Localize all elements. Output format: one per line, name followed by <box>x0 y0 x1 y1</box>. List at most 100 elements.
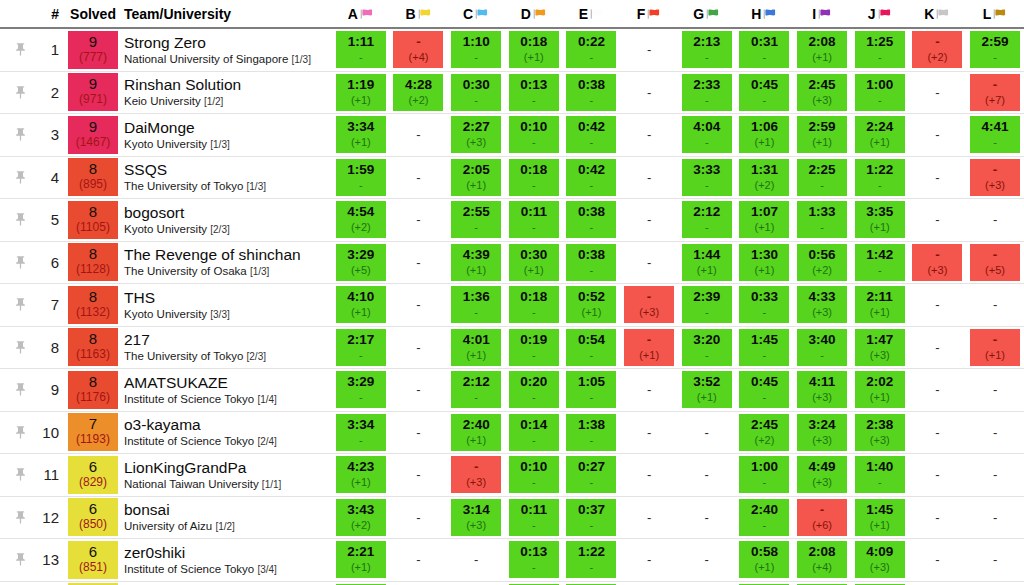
solved-badge: 9(1467) <box>64 116 122 154</box>
result-cell-C: - <box>447 552 505 567</box>
result-cell-I: 4:33(+3) <box>793 286 851 323</box>
team-university: The University of Tokyo [2/3] <box>124 349 332 364</box>
team-row: 88(1163)217The University of Tokyo [2/3]… <box>0 327 1024 370</box>
no-attempt-dash: - <box>993 425 997 440</box>
pin-icon[interactable] <box>13 85 28 100</box>
pin-button[interactable] <box>0 382 40 397</box>
result-cell-J: 1:00- <box>851 74 909 111</box>
pin-button[interactable] <box>0 127 40 142</box>
flag-icon <box>532 7 547 21</box>
solve-time: - <box>624 288 674 306</box>
no-attempt-dash: - <box>705 467 709 482</box>
result-cell-E: 0:52(+1) <box>563 286 621 323</box>
result-cell-I: -(+6) <box>793 499 851 536</box>
attempt-count: (+1) <box>970 349 1020 362</box>
result-cell-K: - <box>909 382 967 397</box>
penalty-value: (1163) <box>68 347 118 362</box>
solve-time: 2:38 <box>855 416 905 434</box>
result-cell-H: 2:45(+2) <box>736 414 794 451</box>
solve-time: 1:22 <box>566 543 616 561</box>
no-attempt-dash: - <box>935 552 939 567</box>
pin-icon[interactable] <box>13 170 28 185</box>
pin-icon[interactable] <box>13 255 28 270</box>
solved-count: 6 <box>68 458 118 475</box>
pin-button[interactable] <box>0 255 40 270</box>
pin-button[interactable] <box>0 42 40 57</box>
team-row: 19(777)Strong ZeroNational University of… <box>0 29 1024 72</box>
result-cell-H: 1:06(+1) <box>736 116 794 153</box>
solved-badge: 8(1128) <box>64 243 122 281</box>
result-cell-I: 3:40- <box>793 329 851 366</box>
result-cell-B: - <box>390 255 448 270</box>
problem-letter: G <box>693 6 704 22</box>
pin-button[interactable] <box>0 510 40 525</box>
team-name: DaiMonge <box>124 118 332 137</box>
pin-button[interactable] <box>0 425 40 440</box>
no-attempt-dash: - <box>935 510 939 525</box>
pin-icon[interactable] <box>13 552 28 567</box>
pin-icon[interactable] <box>13 297 28 312</box>
pin-button[interactable] <box>0 552 40 567</box>
pin-button[interactable] <box>0 297 40 312</box>
solve-time: 2:08 <box>797 33 847 51</box>
result-cell-A: 3:34(+1) <box>332 116 390 153</box>
attempt-count: - <box>509 391 559 404</box>
attempt-count: - <box>739 306 789 319</box>
pin-icon[interactable] <box>13 382 28 397</box>
result-cell-G: - <box>678 467 736 482</box>
pin-button[interactable] <box>0 212 40 227</box>
no-attempt-dash: - <box>705 425 709 440</box>
attempt-count: - <box>566 519 616 532</box>
pin-icon[interactable] <box>13 42 28 57</box>
attempt-count: - <box>509 136 559 149</box>
result-cell-B: - <box>390 340 448 355</box>
result-cell-F: - <box>620 552 678 567</box>
result-cell-B: - <box>390 382 448 397</box>
team-row: 39(1467)DaiMongeKyoto University [1/3]3:… <box>0 114 1024 157</box>
solve-time: 0:11 <box>509 203 559 221</box>
result-cell-A: 3:29(+5) <box>332 244 390 281</box>
flag-icon <box>877 7 892 21</box>
solve-time: 1:45 <box>739 331 789 349</box>
attempt-count: (+6) <box>797 519 847 532</box>
pin-icon[interactable] <box>13 467 28 482</box>
team-university: Institute of Science Tokyo [1/4] <box>124 392 332 407</box>
attempt-count: - <box>682 136 732 149</box>
result-cell-J: 3:35(+1) <box>851 201 909 238</box>
result-cell-F: - <box>620 382 678 397</box>
attempt-count: (+2) <box>336 221 386 234</box>
pin-button[interactable] <box>0 85 40 100</box>
solve-time: 2:21 <box>336 543 386 561</box>
solve-time: 2:12 <box>451 373 501 391</box>
solved-count: 8 <box>68 245 118 262</box>
pin-icon[interactable] <box>13 212 28 227</box>
result-cell-A: 4:54(+2) <box>332 201 390 238</box>
team-tag: [2/3] <box>247 351 266 362</box>
pin-icon[interactable] <box>13 510 28 525</box>
solved-count: 8 <box>68 288 118 305</box>
solve-time: 0:13 <box>509 543 559 561</box>
no-attempt-dash: - <box>993 382 997 397</box>
attempt-count: - <box>566 51 616 64</box>
result-cell-E: 0:38- <box>563 244 621 281</box>
result-cell-F: - <box>620 510 678 525</box>
pin-icon[interactable] <box>13 340 28 355</box>
solve-time: 4:49 <box>797 458 847 476</box>
attempt-count: (+1) <box>509 51 559 64</box>
result-cell-G: 2:12- <box>678 201 736 238</box>
attempt-count: (+3) <box>451 519 501 532</box>
pin-button[interactable] <box>0 467 40 482</box>
result-cell-F: -(+3) <box>620 286 678 323</box>
solve-time: 2:08 <box>797 543 847 561</box>
result-cell-F: - <box>620 467 678 482</box>
solve-time: 0:38 <box>566 203 616 221</box>
rank-number: 9 <box>40 381 64 398</box>
pin-icon[interactable] <box>13 127 28 142</box>
result-cell-L: - <box>966 297 1024 312</box>
solve-time: 1:06 <box>739 118 789 136</box>
pin-icon[interactable] <box>13 425 28 440</box>
pin-button[interactable] <box>0 170 40 185</box>
solve-time: 4:39 <box>451 246 501 264</box>
solve-time: 2:24 <box>855 118 905 136</box>
pin-button[interactable] <box>0 340 40 355</box>
